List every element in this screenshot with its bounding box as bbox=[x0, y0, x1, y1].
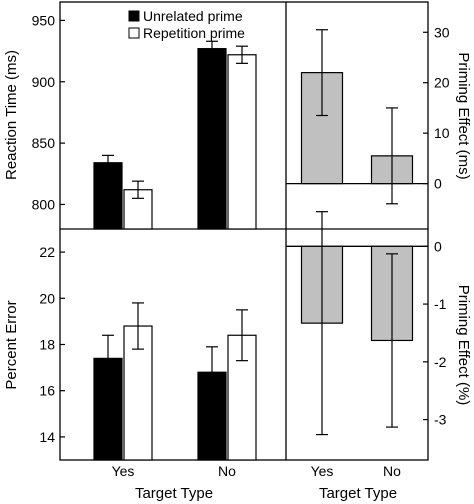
pe-priming-xtick-label: Yes bbox=[311, 463, 334, 479]
x-axis-label-left: Target Type bbox=[135, 485, 213, 502]
pe-ytick-label: 18 bbox=[39, 337, 55, 353]
pe-ytick-label: 22 bbox=[39, 244, 55, 260]
pe-priming-ytick-label: -1 bbox=[434, 296, 447, 312]
rt-priming-ylabel: Priming Effect (ms) bbox=[455, 52, 472, 179]
rt-ytick-label: 900 bbox=[32, 74, 56, 90]
pe-priming-ylabel: Priming Effect (%) bbox=[455, 285, 472, 406]
rt-ytick-label: 950 bbox=[32, 12, 56, 28]
rt-bar bbox=[93, 162, 123, 230]
pe-ytick-label: 14 bbox=[39, 429, 55, 445]
pe-priming-ytick-label: -3 bbox=[434, 412, 447, 428]
legend-label-unrelated: Unrelated prime bbox=[143, 8, 243, 24]
pe-xtick-label: Yes bbox=[112, 463, 135, 479]
rt-ylabel: Reaction Time (ms) bbox=[3, 50, 20, 180]
legend: Unrelated prime Repetition prime bbox=[128, 8, 245, 41]
rt-priming-ytick-label: 20 bbox=[434, 75, 450, 91]
pe-ytick-label: 16 bbox=[39, 383, 55, 399]
x-axis-label-right: Target Type bbox=[319, 485, 397, 502]
legend-swatch-repetition bbox=[128, 27, 140, 39]
pe-priming-xtick-label: No bbox=[383, 463, 401, 479]
rt-priming-ytick-label: 10 bbox=[434, 125, 450, 141]
pe-priming-ytick-label: 0 bbox=[434, 238, 442, 254]
pe-ytick-label: 20 bbox=[39, 290, 55, 306]
legend-swatch-unrelated bbox=[128, 10, 140, 22]
rt-ytick-label: 800 bbox=[32, 196, 56, 212]
pe-ylabel: Percent Error bbox=[3, 300, 20, 389]
rt-priming-ytick-label: 0 bbox=[434, 176, 442, 192]
pe-xtick-label: No bbox=[218, 463, 236, 479]
rt-bar bbox=[227, 54, 257, 230]
pe-priming-ytick-label: -2 bbox=[434, 354, 447, 370]
rt-priming-ytick-label: 30 bbox=[434, 24, 450, 40]
rt-bar bbox=[197, 48, 227, 230]
rt-ytick-label: 850 bbox=[32, 135, 56, 151]
legend-label-repetition: Repetition prime bbox=[143, 25, 245, 41]
